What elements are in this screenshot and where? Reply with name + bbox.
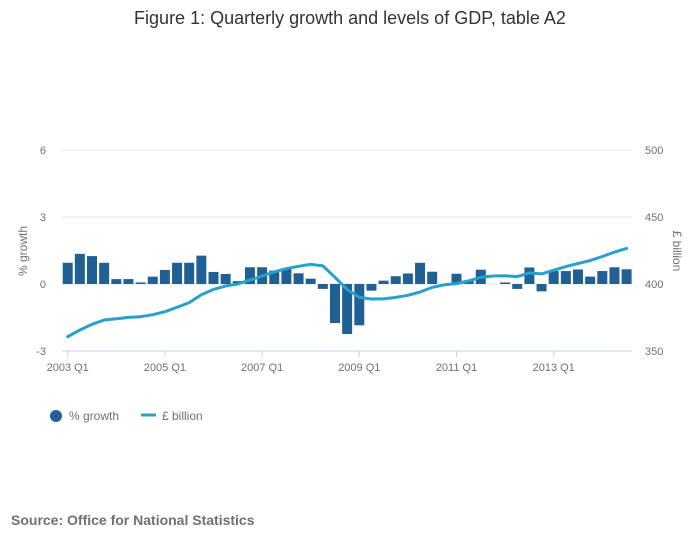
growth-bar	[269, 270, 280, 284]
growth-bar	[451, 273, 462, 284]
legend-dot-icon	[50, 410, 62, 422]
growth-bar	[208, 271, 219, 284]
growth-bar	[135, 282, 146, 284]
legend-item-growth[interactable]: % growth	[50, 409, 119, 423]
level-line	[66, 246, 629, 339]
growth-bar	[378, 280, 389, 284]
x-axis-ticks: 2003 Q1 2005 Q1 2007 Q1 2009 Q1 2011 Q1 2013 …	[47, 351, 575, 374]
source-note: Source: Office for National Statistics	[11, 512, 255, 528]
growth-bar	[500, 282, 511, 284]
y-tick-label-left: -3	[36, 346, 46, 358]
y-tick-label-right: 450	[645, 212, 663, 224]
legend-label-level: £ billion	[162, 409, 203, 423]
growth-bar	[123, 279, 134, 284]
growth-bar	[293, 273, 304, 284]
growth-bar	[317, 284, 328, 289]
y-axis-title-right: £ billion	[670, 231, 684, 272]
growth-bar	[62, 262, 73, 284]
legend-label-growth: % growth	[69, 409, 119, 423]
growth-bar	[536, 284, 547, 292]
growth-bar	[573, 269, 583, 284]
x-tick-label: 2007 Q1	[241, 362, 283, 374]
y-tick-label-left: 3	[40, 212, 46, 224]
growth-bar	[366, 284, 377, 291]
growth-bar	[548, 271, 559, 284]
legend-item-level[interactable]: £ billion	[141, 409, 203, 423]
x-tick-label: 2003 Q1	[47, 362, 89, 374]
growth-bar	[415, 262, 426, 284]
growth-bars	[62, 253, 632, 335]
y-tick-label-left: 0	[40, 279, 46, 291]
growth-bar	[74, 253, 85, 284]
growth-bar	[427, 271, 438, 284]
x-tick-label: 2009 Q1	[338, 362, 380, 374]
gridlines	[62, 149, 632, 285]
growth-bar	[402, 273, 413, 284]
growth-bar	[196, 255, 207, 284]
growth-bar	[390, 276, 401, 284]
growth-bar	[281, 268, 292, 284]
growth-bar	[354, 284, 365, 326]
growth-bar	[111, 279, 122, 284]
growth-bar	[330, 284, 340, 324]
growth-bar	[172, 262, 183, 284]
growth-bar	[220, 273, 231, 284]
growth-bar	[524, 267, 535, 284]
growth-bar	[512, 284, 523, 289]
growth-bar	[99, 262, 110, 284]
y-tick-label-right: 400	[645, 279, 663, 291]
x-tick-label: 2011 Q1	[436, 362, 477, 374]
growth-bar	[184, 262, 195, 284]
growth-bar	[305, 278, 316, 284]
x-tick-label: 2005 Q1	[144, 362, 186, 374]
right-axis-ticks: 350 400 450 500	[645, 145, 663, 358]
legend: % growth £ billion	[50, 409, 203, 423]
growth-bar	[597, 271, 608, 284]
chart-title: Figure 1: Quarterly growth and levels of…	[134, 8, 566, 28]
growth-bar	[147, 276, 158, 284]
growth-bar	[560, 271, 571, 284]
growth-bar	[159, 269, 170, 284]
x-tick-label: 2013 Q1	[533, 362, 575, 374]
growth-bar	[342, 284, 353, 335]
y-tick-label-right: 350	[645, 346, 663, 358]
growth-bar	[609, 267, 620, 284]
growth-bar	[87, 256, 97, 284]
growth-bar	[244, 267, 255, 284]
growth-bar	[585, 276, 596, 284]
y-axis-title-left: % growth	[16, 226, 30, 276]
y-tick-label-right: 500	[645, 145, 663, 157]
y-tick-label-left: 6	[40, 145, 46, 157]
growth-bar	[621, 269, 632, 284]
left-axis-ticks: -3 0 3 6	[36, 145, 46, 358]
